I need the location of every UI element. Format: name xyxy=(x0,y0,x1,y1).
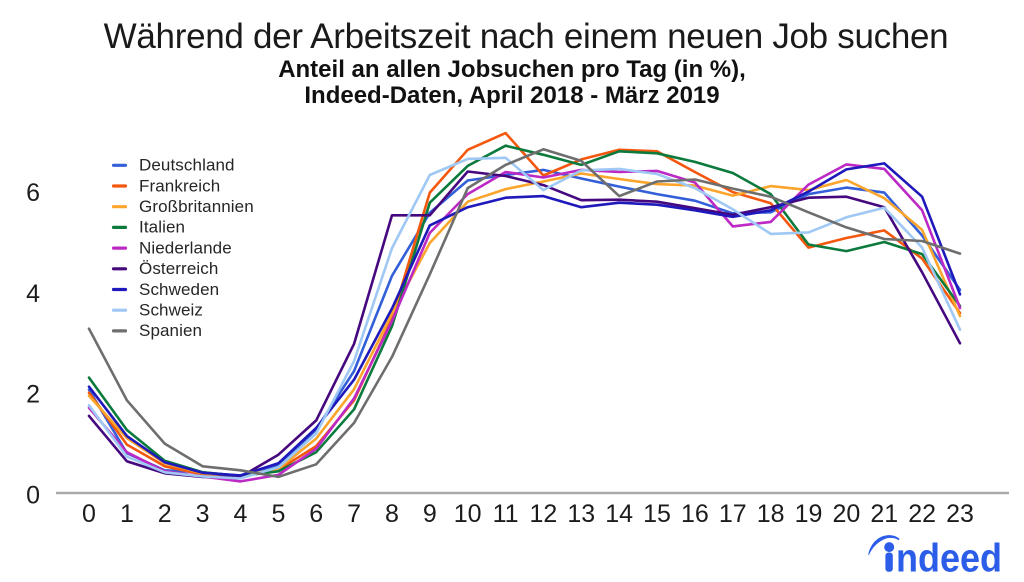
svg-text:Frankreich: Frankreich xyxy=(139,176,220,195)
svg-text:6: 6 xyxy=(26,179,40,207)
svg-text:18: 18 xyxy=(757,500,785,528)
svg-text:22: 22 xyxy=(908,500,936,528)
svg-text:8: 8 xyxy=(385,500,399,528)
svg-text:3: 3 xyxy=(196,500,210,528)
svg-text:Großbritannien: Großbritannien xyxy=(139,197,254,216)
svg-text:4: 4 xyxy=(234,500,248,528)
svg-text:Schweiz: Schweiz xyxy=(139,301,203,320)
svg-text:Italien: Italien xyxy=(139,218,185,237)
svg-text:7: 7 xyxy=(347,500,361,528)
svg-text:17: 17 xyxy=(719,500,747,528)
svg-text:16: 16 xyxy=(681,500,709,528)
svg-text:11: 11 xyxy=(493,500,519,528)
svg-text:1: 1 xyxy=(120,500,134,528)
svg-text:13: 13 xyxy=(567,500,595,528)
svg-text:Schweden: Schweden xyxy=(139,280,219,299)
svg-text:Deutschland: Deutschland xyxy=(139,156,235,175)
svg-text:6: 6 xyxy=(309,500,323,528)
svg-text:Niederlande: Niederlande xyxy=(139,238,232,257)
svg-text:9: 9 xyxy=(423,500,437,528)
svg-text:20: 20 xyxy=(832,500,860,528)
svg-text:14: 14 xyxy=(605,500,633,528)
svg-text:23: 23 xyxy=(946,500,974,528)
svg-text:0: 0 xyxy=(82,500,96,528)
svg-text:2: 2 xyxy=(26,381,40,409)
svg-text:Österreich: Österreich xyxy=(139,259,218,278)
svg-text:15: 15 xyxy=(643,500,671,528)
svg-text:12: 12 xyxy=(529,500,557,528)
svg-text:0: 0 xyxy=(26,482,40,510)
svg-text:19: 19 xyxy=(795,500,823,528)
svg-text:5: 5 xyxy=(271,500,285,528)
svg-text:10: 10 xyxy=(454,500,482,528)
svg-text:2: 2 xyxy=(158,500,172,528)
svg-text:4: 4 xyxy=(26,280,40,308)
svg-text:Spanien: Spanien xyxy=(139,321,202,340)
svg-text:ndeed: ndeed xyxy=(896,537,1002,581)
svg-text:21: 21 xyxy=(870,500,898,528)
